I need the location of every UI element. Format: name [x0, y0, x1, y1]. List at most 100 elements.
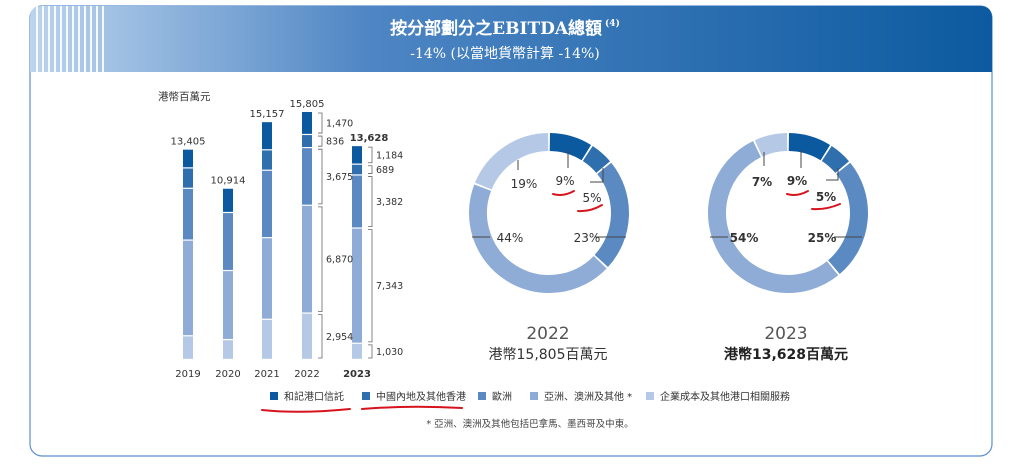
leader-line [826, 168, 839, 181]
donut-pct-label: 9% [787, 174, 807, 188]
segment-value-label: 3,382 [376, 197, 403, 208]
x-tick-label: 2020 [215, 369, 240, 380]
segment-value-label: 6,870 [326, 255, 353, 266]
leader-line [590, 168, 604, 183]
red-underline-trust [261, 408, 351, 413]
y-unit-label: 港幣百萬元 [158, 90, 211, 103]
donut-pct-label: 5% [582, 191, 601, 205]
bar-segment [262, 319, 272, 359]
header-stripe-pattern [36, 6, 106, 72]
red-annotation [552, 190, 575, 196]
legend-label-trust: 和記港口信託 [284, 390, 344, 403]
red-annotation [811, 203, 841, 211]
segment-bracket [318, 135, 323, 147]
legend: 和記港口信託 中國內地及其他香港 歐洲 亞洲、澳洲及其他 * 企業成本及其他港口… [270, 390, 790, 403]
chart-title: 按分部劃分之EBITDA總額 (4) [390, 18, 620, 39]
bar-segment [262, 122, 272, 150]
bar-segment [223, 271, 233, 339]
bar-total-label: 10,914 [211, 176, 246, 187]
segment-bracket [368, 176, 373, 228]
legend-swatch-europe [478, 392, 486, 400]
bar-segment [302, 205, 312, 313]
segment-bracket [318, 112, 323, 134]
donut-slice [788, 133, 831, 161]
bar-segment [223, 188, 233, 212]
donut-slice [594, 162, 629, 268]
donut-pct-label: 7% [752, 175, 772, 189]
donut-2022-caption: 港幣15,805百萬元 [489, 347, 608, 363]
legend-swatch-mainland [362, 392, 370, 400]
bar-total-label: 15,157 [250, 109, 285, 120]
bar-segment [223, 340, 233, 359]
footnote: * 亞洲、澳洲及其他包括巴拿馬、墨西哥及中東。 [426, 418, 633, 430]
donut-slice [821, 145, 850, 174]
segment-bracket [368, 344, 373, 359]
bar-segment [183, 188, 193, 240]
x-tick-label: 2022 [294, 369, 319, 380]
segment-value-label: 689 [376, 165, 394, 176]
donut-2022-year: 2022 [526, 324, 569, 344]
bar-segment [183, 336, 193, 359]
segment-bracket [368, 229, 373, 343]
donut-2022: 9% 5% 23% 44% 19% [469, 133, 629, 293]
legend-swatch-asia [530, 392, 538, 400]
segment-value-label: 3,675 [326, 172, 353, 183]
legend-label-corporate: 企業成本及其他港口相關服務 [660, 390, 790, 403]
chart-subtitle: -14% (以當地貨幣計算 -14%) [410, 45, 600, 62]
donut-2023-caption: 港幣13,628百萬元 [724, 346, 848, 363]
donut-2023-year: 2023 [764, 324, 807, 344]
donut-slice [474, 133, 549, 190]
legend-swatch-corporate [646, 392, 654, 400]
donut-2023: 9% 5% 25% 54% 7% [708, 133, 868, 293]
red-annotation [786, 190, 809, 196]
legend-label-europe: 歐洲 [492, 390, 512, 403]
bar-segment [223, 213, 233, 270]
legend-label-asia: 亞洲、澳洲及其他 * [544, 390, 632, 403]
legend-swatch-trust [270, 392, 278, 400]
bar-segment [352, 164, 362, 175]
donut-pct-label: 25% [808, 231, 837, 245]
donut-pct-label: 54% [730, 231, 759, 245]
donut-pct-label: 9% [555, 174, 574, 188]
segment-bracket [368, 165, 373, 174]
bar-segment [302, 148, 312, 205]
donut-pct-label: 44% [497, 231, 524, 245]
x-tick-label: 2021 [254, 369, 279, 380]
segment-bracket [318, 314, 323, 359]
bar-segment [352, 146, 362, 164]
donut-slice [469, 184, 607, 293]
donut-slice [582, 145, 611, 174]
legend-label-mainland: 中國內地及其他香港 [376, 390, 466, 403]
bar-total-label: 13,628 [350, 133, 389, 144]
donut-pct-label: 5% [816, 190, 836, 204]
donut-slice [827, 162, 868, 275]
bar-segment [302, 112, 312, 134]
bar-segment [352, 175, 362, 228]
bar-segment [352, 343, 362, 359]
bar-segment [183, 149, 193, 168]
bar-segment [262, 238, 272, 319]
donut-slice [708, 141, 839, 293]
bar-total-label: 15,805 [290, 99, 325, 110]
red-annotation [577, 204, 603, 213]
segment-value-label: 2,954 [326, 332, 353, 343]
bar-total-label: 13,405 [171, 137, 206, 148]
segment-value-label: 836 [326, 137, 344, 148]
header-band [30, 6, 992, 72]
red-underline-mainland [361, 405, 463, 410]
segment-bracket [368, 146, 373, 164]
stacked-bar-chart: 13,405 2019 10,914 2020 15,157 2021 15,805 2022… [171, 99, 404, 380]
segment-value-label: 7,343 [376, 281, 403, 292]
donut-pct-label: 23% [574, 231, 601, 245]
bar-segment [262, 170, 272, 238]
bar-segment [352, 228, 362, 343]
segment-value-label: 1,470 [326, 119, 353, 130]
bar-segment [302, 135, 312, 147]
segment-value-label: 1,184 [376, 150, 403, 161]
segment-bracket [318, 206, 323, 313]
x-tick-label: 2023 [343, 369, 371, 380]
segment-value-label: 1,030 [376, 347, 403, 358]
x-tick-label: 2019 [175, 369, 200, 380]
segment-bracket [318, 148, 323, 205]
